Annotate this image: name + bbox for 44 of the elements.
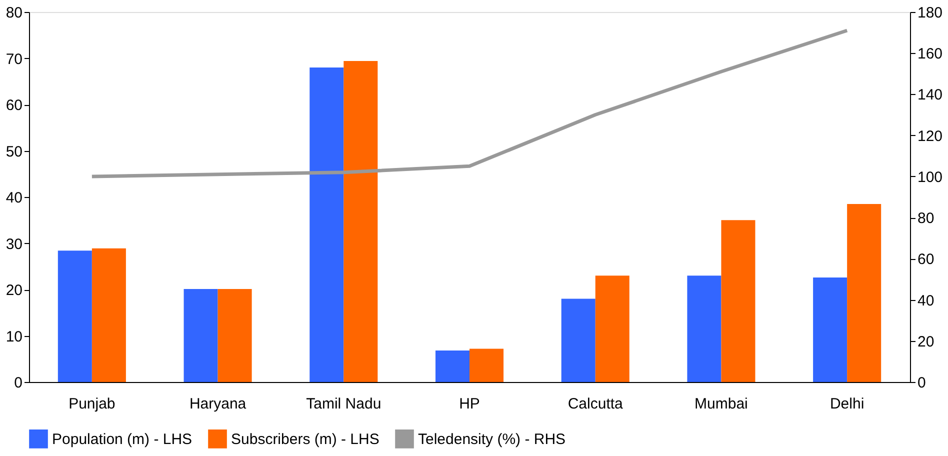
line-series (90, 28, 849, 178)
x-tick-label: Mumbai (694, 396, 748, 412)
y-tick-label: 10 (6, 328, 22, 346)
y2-tick-label: 80 (918, 210, 934, 228)
y-tick-label: 40 (6, 190, 22, 206)
y-tick-label: 20 (6, 282, 22, 299)
y-tick-label: 50 (6, 143, 22, 160)
y-tick-label: 80 (6, 4, 22, 22)
x-tick-label: Haryana (189, 396, 247, 412)
bar (344, 61, 378, 382)
bar (218, 289, 252, 382)
bar (595, 276, 630, 382)
y2-tick-label: 120 (918, 128, 943, 145)
legend-label: Subscribers (m) - LHS (231, 430, 380, 448)
y2-tick-label: 60 (918, 251, 934, 268)
x-tick-label: Delhi (830, 396, 864, 412)
bar (310, 68, 344, 382)
bar (561, 298, 596, 382)
y-tick-label: 30 (6, 236, 22, 253)
y-tick-label: 60 (6, 97, 22, 114)
legend-label: Teledensity (%) - RHS (418, 430, 566, 448)
y2-tick-label: 180 (918, 4, 943, 22)
bar (687, 276, 722, 382)
x-tick-label: Punjab (68, 396, 116, 412)
y2-tick-label: 140 (918, 86, 943, 104)
y2-tick-label: 20 (918, 333, 934, 350)
bar (470, 348, 504, 382)
y2-tick-label: 40 (918, 292, 934, 310)
y-tick-label: 70 (6, 50, 22, 68)
bar (92, 248, 126, 382)
x-tick-label: Calcutta (568, 396, 624, 412)
legend-label: Population (m) - LHS (52, 430, 192, 448)
bar (435, 350, 470, 382)
y-tick-label: 0 (14, 374, 22, 392)
x-tick-label: HP (459, 396, 480, 412)
y2-tick-label: 0 (918, 374, 926, 392)
bar (847, 204, 882, 382)
bar (813, 277, 848, 382)
bar (58, 250, 92, 382)
y2-tick-label: 160 (918, 46, 943, 63)
x-tick-label: Tamil Nadu (306, 396, 382, 412)
bar (184, 289, 218, 382)
y2-tick-label: 100 (918, 168, 943, 186)
bar (721, 220, 756, 382)
